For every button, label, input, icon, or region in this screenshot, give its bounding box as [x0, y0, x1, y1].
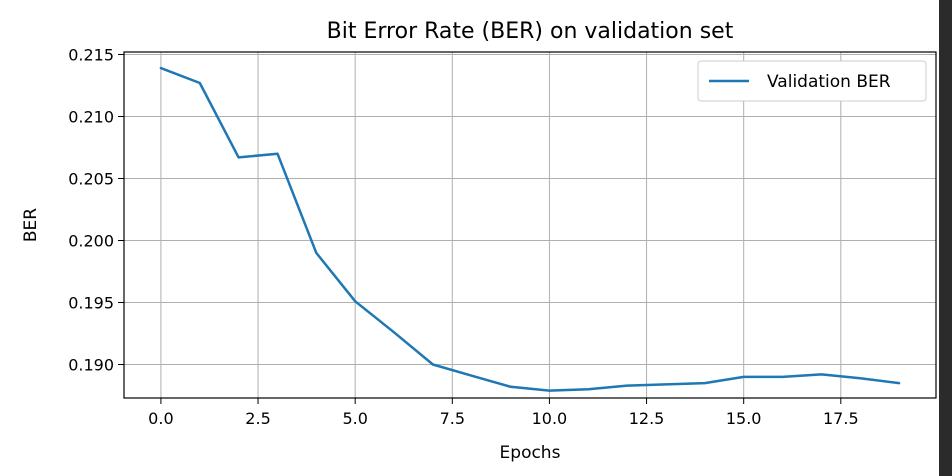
x-tick-label: 0.0: [148, 409, 173, 428]
y-tick-label: 0.195: [68, 294, 114, 313]
y-axis-label: BER: [21, 208, 41, 242]
x-axis-label: Epochs: [500, 443, 561, 463]
y-tick-label: 0.190: [68, 356, 114, 375]
ticks-layer: 0.0 2.5 5.0 7.5 10.0 12.5 15.0 17.5 0.190 0.195 0.…: [68, 45, 858, 428]
series-line-validation-ber: [159, 66, 901, 392]
legend-label-validation-ber: Validation BER: [767, 72, 891, 92]
grid-layer: [124, 52, 936, 398]
y-tick-label: 0.205: [68, 169, 114, 188]
y-tick-label: 0.200: [68, 232, 114, 251]
x-tick-label: 5.0: [342, 409, 367, 428]
x-tick-label: 17.5: [823, 409, 859, 428]
chart-title: Bit Error Rate (BER) on validation set: [327, 19, 734, 44]
x-tick-label: 12.5: [629, 409, 665, 428]
x-tick-label: 2.5: [245, 409, 270, 428]
legend-box: [697, 60, 927, 102]
x-tick-label: 10.0: [532, 409, 568, 428]
y-tick-label: 0.210: [68, 107, 114, 126]
series-layer: [159, 66, 901, 392]
x-tick-label: 7.5: [440, 409, 465, 428]
legend: Validation BER: [697, 60, 927, 102]
y-tick-label: 0.215: [68, 45, 114, 64]
plot-area-frame: [123, 51, 937, 399]
x-tick-label: 15.0: [726, 409, 762, 428]
